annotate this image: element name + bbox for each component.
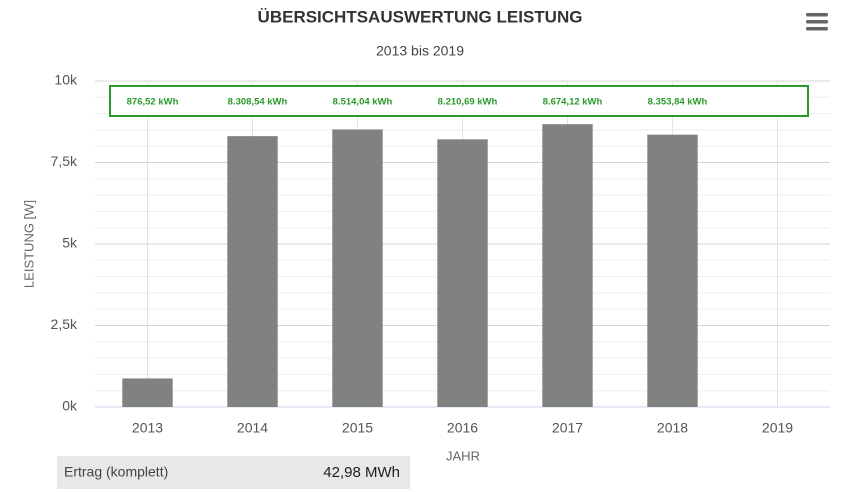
summary-label: Ertrag (komplett) <box>64 464 168 480</box>
x-tick-label: 2017 <box>552 420 583 436</box>
data-label: 8.674,12 kWh <box>543 97 603 108</box>
summary-box <box>57 456 410 489</box>
bar <box>332 129 383 407</box>
y-tick-label: 2,5k <box>51 316 78 332</box>
x-tick-label: 2015 <box>342 420 373 436</box>
chart-subtitle: 2013 bis 2019 <box>376 43 464 59</box>
y-tick-label: 0k <box>62 398 78 414</box>
chart-title: ÜBERSICHTSAUSWERTUNG LEISTUNG <box>258 7 583 26</box>
y-axis-title: LEISTUNG [W] <box>21 200 36 288</box>
bar <box>647 134 698 408</box>
bar <box>542 124 593 407</box>
y-tick-label: 5k <box>62 235 78 251</box>
x-tick-label: 2013 <box>132 420 163 436</box>
data-label: 876,52 kWh <box>127 97 179 108</box>
menu-button[interactable] <box>806 13 828 31</box>
x-tick-label: 2019 <box>762 420 793 436</box>
menu-bar[interactable] <box>806 20 828 24</box>
menu-bar[interactable] <box>806 13 828 17</box>
data-label: 8.514,04 kWh <box>333 97 393 108</box>
x-tick-label: 2014 <box>237 420 268 436</box>
bars <box>122 124 698 408</box>
summary-value: 42,98 MWh <box>323 464 400 481</box>
y-tick-label: 10k <box>54 72 78 88</box>
menu-bar[interactable] <box>806 27 828 31</box>
data-label: 8.353,84 kWh <box>648 97 708 108</box>
y-tick-label: 7,5k <box>51 153 78 169</box>
x-axis-title: JAHR <box>446 448 480 463</box>
bar <box>122 378 173 407</box>
value-label-box <box>109 85 809 117</box>
x-tick-label: 2018 <box>657 420 688 436</box>
bar <box>227 136 278 407</box>
x-tick-label: 2016 <box>447 420 478 436</box>
bar <box>437 139 488 407</box>
data-label: 8.210,69 kWh <box>438 97 498 108</box>
data-label: 8.308,54 kWh <box>228 97 288 108</box>
labels: 0k 2,5k 5k 7,5k 10k 2013 876,52 kWh 2014 8.308,5… <box>51 72 794 436</box>
